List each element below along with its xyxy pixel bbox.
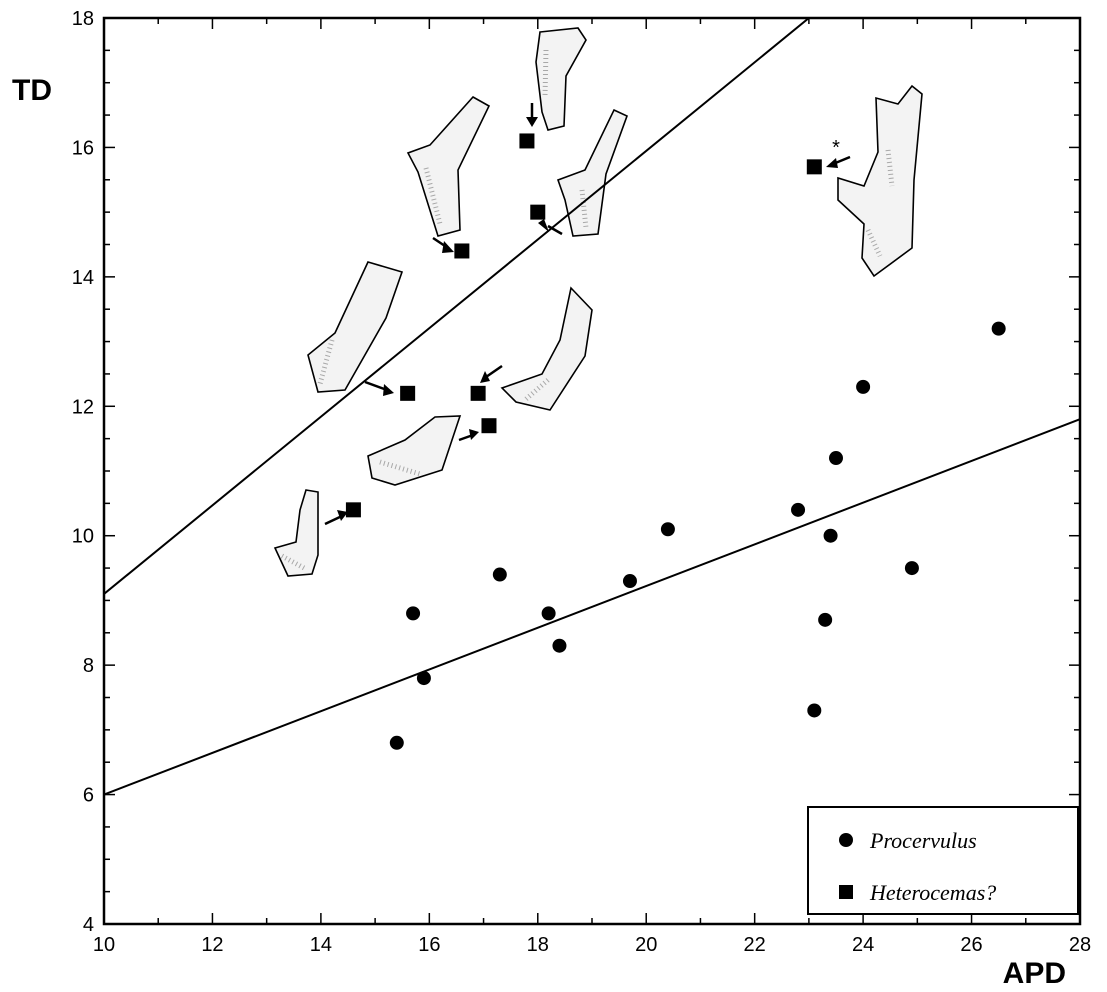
legend-label: Procervulus bbox=[869, 828, 977, 853]
x-tick-label: 18 bbox=[527, 934, 549, 956]
data-point-circle bbox=[807, 703, 822, 718]
arrow-annotations bbox=[324, 103, 851, 526]
y-tick-label: 12 bbox=[72, 396, 94, 418]
legend-marker-square bbox=[839, 885, 853, 899]
legend-label: Heterocemas? bbox=[869, 880, 996, 905]
bone-illustration bbox=[367, 415, 462, 486]
boundary-lines bbox=[104, 18, 1080, 796]
x-tick-label: 16 bbox=[418, 934, 440, 956]
arrow-annotation bbox=[364, 380, 394, 396]
data-point-square bbox=[530, 204, 546, 220]
data-point-square bbox=[345, 502, 361, 518]
data-point-square bbox=[454, 243, 470, 259]
data-point-circle bbox=[829, 451, 843, 466]
data-point-circle bbox=[856, 379, 871, 394]
x-axis-title: APD bbox=[1003, 957, 1066, 990]
boundary-line bbox=[104, 18, 810, 595]
data-point-circle bbox=[791, 502, 806, 517]
y-axis-title: TD bbox=[12, 74, 52, 107]
y-tick-label: 8 bbox=[83, 655, 94, 677]
bone-illustration bbox=[837, 84, 923, 278]
data-point-circle bbox=[904, 561, 919, 576]
y-tick-label: 4 bbox=[83, 914, 94, 936]
data-point-square bbox=[470, 385, 486, 401]
boundary-line bbox=[104, 418, 1080, 796]
annotations: * bbox=[832, 137, 840, 159]
legend: Procervulus Heterocemas? bbox=[807, 806, 1079, 915]
arrow-annotation bbox=[538, 219, 563, 236]
data-point-circle bbox=[492, 567, 507, 582]
x-tick-label: 22 bbox=[744, 934, 766, 956]
data-points bbox=[345, 133, 1006, 750]
x-tick-label: 14 bbox=[310, 934, 332, 956]
bone-illustrations bbox=[273, 27, 923, 577]
bone-illustration bbox=[406, 95, 491, 237]
arrow-annotation bbox=[458, 429, 479, 442]
data-point-circle bbox=[552, 638, 567, 653]
annotation-label: * bbox=[832, 137, 840, 159]
axes: 10 12 14 16 18 20 22 24 26 28 4 6 8 10 12 14 16 18 APD TD bbox=[12, 8, 1091, 990]
data-point-circle bbox=[991, 321, 1006, 336]
arrow-annotation bbox=[826, 155, 851, 168]
bone-illustration bbox=[556, 108, 629, 237]
data-point-circle bbox=[416, 671, 431, 686]
data-point-square bbox=[806, 159, 822, 175]
y-tick-label: 6 bbox=[83, 785, 94, 807]
data-point-circle bbox=[541, 606, 556, 621]
x-tick-label: 24 bbox=[852, 934, 874, 956]
bone-illustration bbox=[535, 27, 587, 131]
arrow-annotation bbox=[324, 510, 348, 526]
arrow-annotation bbox=[480, 364, 503, 383]
data-point-circle bbox=[406, 606, 421, 621]
bone-illustration bbox=[307, 261, 404, 393]
data-point-circle bbox=[660, 522, 675, 537]
x-tick-label: 12 bbox=[201, 934, 223, 956]
data-point-square bbox=[481, 418, 497, 434]
arrow-annotation bbox=[526, 103, 538, 127]
data-point-circle bbox=[818, 612, 833, 627]
x-tick-label: 28 bbox=[1069, 934, 1091, 956]
data-point-square bbox=[519, 133, 535, 149]
y-tick-label: 14 bbox=[72, 267, 94, 289]
data-point-circle bbox=[622, 574, 637, 589]
y-tick-label: 18 bbox=[72, 8, 94, 30]
x-tick-label: 26 bbox=[960, 934, 982, 956]
x-tick-label: 20 bbox=[635, 934, 657, 956]
x-tick-label: 10 bbox=[93, 934, 115, 956]
arrow-annotation bbox=[432, 236, 454, 253]
y-tick-label: 10 bbox=[72, 526, 94, 548]
data-point-square bbox=[400, 385, 416, 401]
bone-illustration bbox=[273, 489, 319, 577]
data-point-circle bbox=[389, 735, 404, 750]
y-tick-label: 16 bbox=[72, 137, 94, 159]
data-point-circle bbox=[823, 528, 838, 543]
bone-illustration bbox=[500, 286, 593, 411]
legend-marker-circle bbox=[839, 833, 853, 847]
